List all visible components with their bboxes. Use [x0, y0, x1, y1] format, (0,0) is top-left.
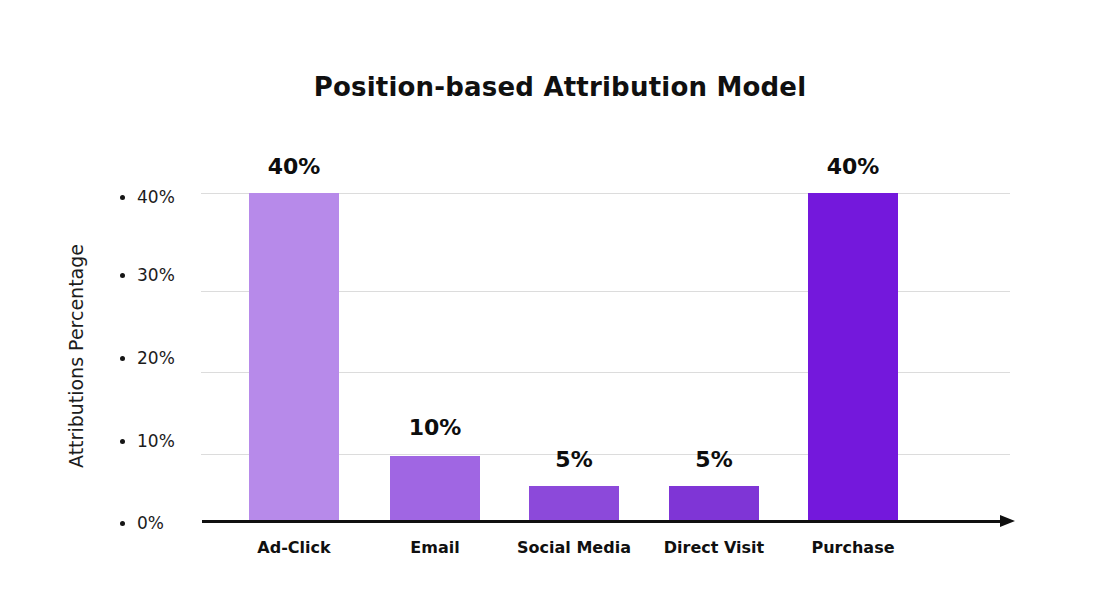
x-label-social-media: Social Media [517, 538, 631, 557]
y-tick-label: 20% [137, 348, 175, 368]
x-axis-arrowhead-icon [1000, 515, 1015, 527]
bar-value-purchase: 40% [827, 154, 880, 179]
y-tick-40: 40% [120, 187, 175, 207]
bar-value-email: 10% [409, 415, 462, 440]
y-tick-30: 30% [120, 265, 175, 285]
x-axis-line [202, 520, 1000, 523]
tick-bullet-icon [120, 195, 125, 200]
bar-value-ad-click: 40% [268, 154, 321, 179]
y-tick-label: 10% [137, 431, 175, 451]
y-tick-0: 0% [120, 513, 164, 533]
chart-title: Position-based Attribution Model [0, 72, 1120, 102]
x-label-ad-click: Ad-Click [257, 538, 330, 557]
bar-value-direct-visit: 5% [695, 447, 732, 472]
y-tick-label: 0% [137, 513, 164, 533]
bar-email [390, 456, 480, 521]
y-tick-10: 10% [120, 431, 175, 451]
tick-bullet-icon [120, 273, 125, 278]
bar-ad-click [249, 193, 339, 521]
y-tick-label: 30% [137, 265, 175, 285]
x-label-email: Email [410, 538, 459, 557]
tick-bullet-icon [120, 439, 125, 444]
x-label-purchase: Purchase [811, 538, 894, 557]
bar-social-media [529, 486, 619, 521]
bar-purchase [808, 193, 898, 521]
attribution-chart: Position-based Attribution Model Attribu… [0, 0, 1120, 606]
tick-bullet-icon [120, 521, 125, 526]
y-tick-label: 40% [137, 187, 175, 207]
bar-direct-visit [669, 486, 759, 521]
y-axis-label: Attributions Percentage [65, 244, 87, 468]
tick-bullet-icon [120, 356, 125, 361]
x-label-direct-visit: Direct Visit [664, 538, 764, 557]
bar-value-social-media: 5% [555, 447, 592, 472]
y-tick-20: 20% [120, 348, 175, 368]
